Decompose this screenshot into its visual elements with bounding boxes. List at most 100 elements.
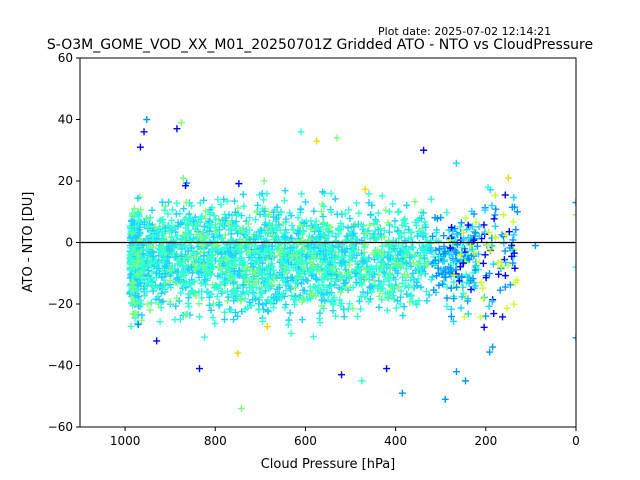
data-point — [232, 218, 240, 226]
data-point — [364, 289, 372, 297]
data-point — [187, 281, 195, 289]
data-point — [470, 248, 478, 256]
data-point — [192, 292, 200, 300]
data-point — [321, 240, 329, 248]
data-point — [452, 283, 460, 291]
data-point — [252, 208, 260, 216]
data-point — [425, 291, 433, 299]
data-point — [213, 293, 221, 301]
data-point — [346, 273, 354, 281]
data-point — [282, 300, 290, 308]
data-point — [333, 210, 341, 218]
data-point — [470, 210, 478, 218]
data-point — [195, 288, 203, 296]
data-point — [395, 283, 403, 291]
data-point — [458, 250, 466, 258]
data-point — [280, 197, 288, 205]
data-point — [252, 216, 260, 224]
data-point — [140, 128, 148, 136]
data-point — [268, 242, 276, 250]
data-point — [370, 230, 378, 238]
data-point — [201, 333, 209, 341]
data-point — [297, 128, 305, 136]
data-point — [223, 263, 231, 271]
data-point — [511, 264, 519, 272]
data-point — [207, 271, 215, 279]
data-point — [182, 198, 190, 206]
data-point — [396, 229, 404, 237]
data-point — [310, 244, 318, 252]
data-point — [341, 247, 349, 255]
data-point — [177, 289, 185, 297]
data-point — [139, 250, 147, 258]
data-point — [148, 206, 156, 214]
data-point — [479, 284, 487, 292]
data-point — [243, 267, 251, 275]
data-point — [132, 234, 140, 242]
data-point — [374, 284, 382, 292]
data-point — [240, 274, 248, 282]
data-point — [214, 196, 222, 204]
data-point — [327, 190, 335, 198]
data-point — [182, 182, 190, 190]
x-axis-label: Cloud Pressure [hPa] — [261, 457, 396, 472]
data-point — [334, 254, 342, 262]
data-point — [413, 232, 421, 240]
data-point — [480, 221, 488, 229]
data-point — [273, 203, 281, 211]
data-point — [384, 219, 392, 227]
data-point — [132, 298, 140, 306]
data-point — [364, 227, 372, 235]
data-point — [297, 253, 305, 261]
data-point — [159, 198, 167, 206]
data-point — [423, 261, 431, 269]
data-point — [371, 227, 379, 235]
data-point — [262, 249, 270, 257]
data-point — [254, 201, 262, 209]
data-point — [512, 226, 520, 234]
data-point — [236, 257, 244, 265]
data-point — [349, 247, 357, 255]
data-point — [508, 203, 516, 211]
data-point — [466, 274, 474, 282]
data-point — [218, 254, 226, 262]
data-point — [353, 251, 361, 259]
data-point — [166, 225, 174, 233]
data-point — [157, 304, 165, 312]
data-point — [276, 248, 284, 256]
data-point — [451, 225, 459, 233]
data-point — [374, 209, 382, 217]
data-point — [128, 211, 136, 219]
data-point — [239, 261, 247, 269]
data-point — [385, 228, 393, 236]
data-point — [133, 285, 141, 293]
data-point — [129, 279, 137, 287]
data-point — [132, 309, 140, 317]
data-point — [169, 240, 177, 248]
data-point — [192, 265, 200, 273]
data-point — [368, 201, 376, 209]
data-point — [500, 211, 508, 219]
data-point — [173, 232, 181, 240]
data-point — [227, 237, 235, 245]
data-point — [259, 235, 267, 243]
data-point — [292, 279, 300, 287]
data-point — [481, 251, 489, 259]
data-point — [383, 306, 391, 314]
data-point — [273, 215, 281, 223]
data-point — [145, 267, 153, 275]
data-point — [319, 213, 327, 221]
data-point — [294, 214, 302, 222]
data-point — [285, 282, 293, 290]
data-point — [164, 198, 172, 206]
data-point — [441, 395, 449, 403]
data-point — [219, 278, 227, 286]
data-point — [281, 187, 289, 195]
data-point — [411, 218, 419, 226]
data-point — [291, 301, 299, 309]
data-point — [458, 293, 466, 301]
data-point — [263, 323, 271, 331]
x-tick-label: 0 — [572, 434, 580, 448]
data-point — [361, 185, 369, 193]
data-point — [253, 257, 261, 265]
